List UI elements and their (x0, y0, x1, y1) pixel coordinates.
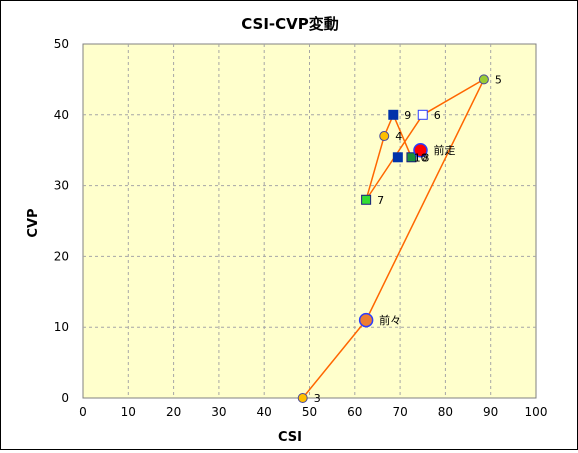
data-point-circle (413, 142, 428, 158)
trajectory-segment (302, 319, 367, 399)
trajectory-segment (422, 78, 485, 116)
point-labels: 3 前々 5 6 7 49 8 前走 10 (314, 73, 502, 405)
data-point-label: 前々 (379, 313, 401, 327)
data-point-label: 5 (495, 73, 502, 86)
y-tick-label: 20 (54, 249, 69, 263)
trajectory-segment (365, 135, 385, 200)
y-tick-label: 40 (54, 108, 69, 122)
axis-ticks: 0 10 20 30 40 50 60 70 80 90 100 0 10 20 30 40 50 (54, 37, 548, 419)
x-tick-label: 70 (392, 405, 407, 419)
y-tick-label: 10 (54, 320, 69, 334)
y-tick-label: 30 (54, 179, 69, 193)
data-point-circle (358, 312, 374, 328)
data-point-square (392, 152, 403, 163)
x-tick-label: 100 (525, 405, 548, 419)
data-point-label: 3 (314, 392, 321, 405)
data-point-square (361, 194, 372, 205)
data-point-circle (478, 74, 489, 85)
trajectory-segment (365, 79, 485, 321)
x-tick-label: 80 (438, 405, 453, 419)
data-point-square (417, 109, 428, 120)
data-point-label: 4 (395, 130, 402, 143)
x-tick-label: 40 (257, 405, 272, 419)
data-point-label: 9 (404, 109, 411, 122)
x-tick-label: 30 (211, 405, 226, 419)
trajectory-segment (392, 114, 413, 158)
x-tick-label: 50 (302, 405, 317, 419)
data-point-square (388, 109, 399, 120)
data-point-square (406, 152, 417, 163)
x-tick-label: 60 (347, 405, 362, 419)
grid-lines (83, 44, 536, 398)
y-axis-label: CVP (26, 208, 41, 237)
data-points (297, 74, 489, 403)
data-point-label: 7 (377, 194, 384, 207)
data-point-label: 8 (422, 151, 429, 164)
x-tick-label: 20 (166, 405, 181, 419)
x-tick-label: 10 (121, 405, 136, 419)
chart-title: CSI-CVP変動 (241, 15, 339, 33)
y-tick-label: 50 (54, 37, 69, 51)
x-tick-label: 90 (483, 405, 498, 419)
data-point-label: 10 (414, 151, 428, 164)
data-point-circle (297, 393, 308, 403)
x-tick-label: 0 (79, 405, 87, 419)
data-point-label: 前走 (433, 143, 455, 157)
x-axis-label: CSI (278, 430, 302, 445)
data-point-label: 6 (434, 109, 441, 122)
y-tick-label: 0 (61, 391, 69, 405)
data-point-circle (379, 131, 390, 142)
